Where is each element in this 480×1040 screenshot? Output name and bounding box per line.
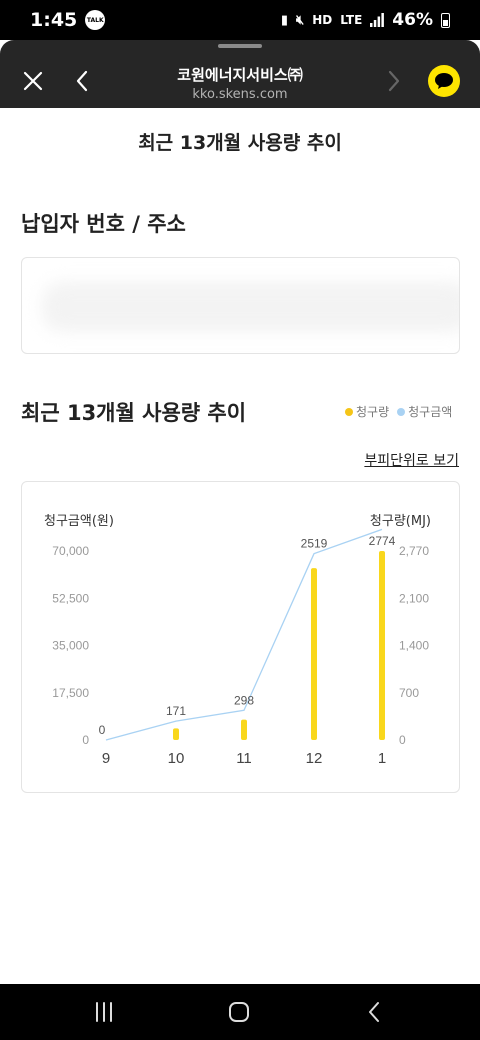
- left-axis-tick-label: 17,500: [52, 686, 89, 700]
- left-axis-tick-label: 52,500: [52, 591, 89, 605]
- drag-handle[interactable]: [218, 44, 262, 48]
- status-time: 1:45: [30, 9, 78, 31]
- data-label: 0: [99, 723, 106, 737]
- right-axis-tick-label: 0: [399, 733, 406, 747]
- usage-bar: [173, 728, 179, 740]
- right-axis-tick-label: 1,400: [399, 639, 429, 653]
- x-axis-tick-label: 12: [306, 750, 323, 767]
- speech-bubble-icon: [435, 73, 453, 89]
- legend-label-usage: 청구량: [356, 405, 390, 419]
- status-icons: ▮ 🔇︎ HD LTE 46%: [281, 10, 450, 30]
- usage-bar: [311, 568, 317, 740]
- chart-legend: 청구량 청구금액: [345, 403, 452, 420]
- left-axis-tick-label: 35,000: [52, 639, 89, 653]
- address-section-title: 납입자 번호 / 주소: [21, 212, 186, 236]
- legend-dot-amount: [397, 407, 406, 416]
- amount-line: [105, 528, 383, 741]
- redacted-address: [42, 282, 459, 332]
- data-label: 2519: [301, 537, 328, 551]
- battery-icon: [441, 12, 450, 28]
- x-axis-tick-label: 10: [168, 750, 185, 767]
- left-axis-tick-label: 70,000: [52, 544, 89, 558]
- legend-item-usage: 청구량: [345, 403, 389, 420]
- data-label: 171: [166, 704, 186, 718]
- status-bar: 1:45 TALK ▮ 🔇︎ HD LTE 46%: [0, 0, 480, 40]
- usage-chart: 0 17,500 35,000 52,500 70,000 0 700 1,400 2,100 2…: [52, 528, 429, 767]
- hd-voice-label: HD: [312, 13, 333, 27]
- address-box: [21, 257, 460, 354]
- forward-icon[interactable]: [380, 68, 406, 94]
- recent-apps-icon[interactable]: [89, 998, 119, 1026]
- back-nav-icon[interactable]: [359, 998, 389, 1026]
- usage-bar: [241, 719, 247, 740]
- data-label: 2774: [369, 534, 396, 548]
- battery-saver-icon: ▮: [280, 12, 289, 28]
- left-axis-tick-label: 0: [82, 733, 89, 747]
- right-axis-tick-label: 2,770: [399, 544, 429, 558]
- system-nav-bar: [0, 984, 480, 1040]
- site-url: kko.skens.com: [192, 87, 288, 102]
- back-icon[interactable]: [70, 68, 96, 94]
- legend-item-amount: 청구금액: [397, 403, 452, 420]
- close-icon[interactable]: [20, 68, 46, 94]
- signal-icon: [370, 13, 385, 27]
- site-title: 코원에너지서비스㈜: [177, 66, 303, 84]
- usage-bar: [379, 551, 385, 740]
- x-axis-tick-label: 1: [378, 750, 386, 767]
- mute-icon: 🔇︎: [296, 12, 305, 28]
- right-axis-title: 청구량(MJ): [369, 514, 431, 529]
- page-heading: 최근 13개월 사용량 추이: [138, 132, 342, 154]
- right-axis-tick-label: 2,100: [399, 591, 429, 605]
- legend-label-amount: 청구금액: [408, 405, 453, 419]
- in-app-browser-header: 코원에너지서비스㈜ kko.skens.com: [0, 40, 480, 108]
- lte-label: LTE: [340, 13, 363, 27]
- legend-dot-usage: [345, 407, 353, 416]
- kakaotalk-notification-icon: TALK: [85, 10, 106, 30]
- left-axis-title: 청구금액(원): [44, 514, 114, 529]
- data-label: 298: [234, 693, 254, 707]
- x-axis-tick-label: 11: [236, 750, 252, 767]
- home-icon[interactable]: [224, 998, 254, 1026]
- x-axis-tick-label: 9: [102, 750, 110, 767]
- usage-chart-card: 청구금액(원) 청구량(MJ) 0 17,500 35,000 52,500 70,00…: [21, 481, 460, 793]
- view-by-volume-link[interactable]: 부피단위로 보기: [364, 453, 459, 469]
- battery-percentage: 46%: [392, 10, 433, 30]
- usage-section-title: 최근 13개월 사용량 추이: [21, 401, 247, 425]
- right-axis-tick-label: 700: [399, 686, 419, 700]
- kakaotalk-share-button[interactable]: [428, 65, 460, 97]
